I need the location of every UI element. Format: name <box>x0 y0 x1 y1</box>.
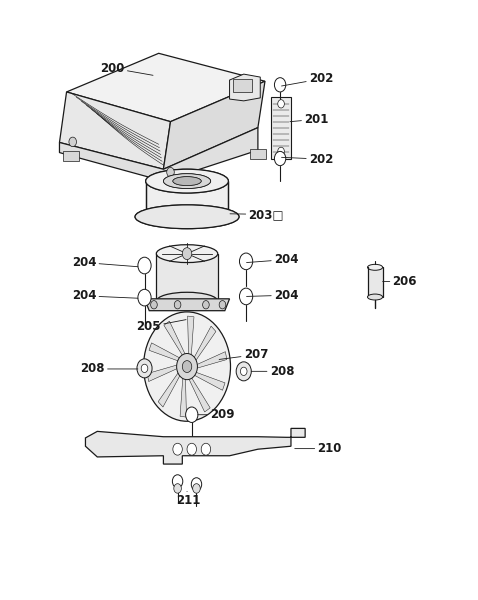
Circle shape <box>203 301 209 309</box>
FancyBboxPatch shape <box>63 151 79 161</box>
Ellipse shape <box>156 245 218 263</box>
Polygon shape <box>189 377 210 412</box>
Text: 206: 206 <box>382 275 417 288</box>
Polygon shape <box>229 74 260 101</box>
Circle shape <box>278 147 284 155</box>
Text: 210: 210 <box>295 442 342 455</box>
FancyBboxPatch shape <box>250 149 266 158</box>
Text: 200: 200 <box>100 62 153 76</box>
Circle shape <box>240 367 247 376</box>
Ellipse shape <box>368 265 382 270</box>
Polygon shape <box>144 299 229 311</box>
Ellipse shape <box>135 205 239 229</box>
Circle shape <box>69 137 76 146</box>
Ellipse shape <box>156 292 218 310</box>
Polygon shape <box>194 326 216 361</box>
Text: 204: 204 <box>72 256 138 269</box>
Circle shape <box>239 288 253 305</box>
Text: 201: 201 <box>290 113 328 126</box>
Circle shape <box>187 443 196 455</box>
Circle shape <box>138 289 151 306</box>
Ellipse shape <box>173 176 201 185</box>
Circle shape <box>151 301 157 309</box>
Circle shape <box>167 167 174 177</box>
Polygon shape <box>146 181 228 217</box>
Text: 205: 205 <box>137 320 186 333</box>
Text: 207: 207 <box>219 348 268 361</box>
Text: 209: 209 <box>198 408 234 421</box>
Polygon shape <box>194 372 225 390</box>
Polygon shape <box>368 268 382 297</box>
FancyBboxPatch shape <box>233 79 252 92</box>
Ellipse shape <box>146 169 228 193</box>
Circle shape <box>173 475 183 488</box>
Polygon shape <box>86 428 305 464</box>
Polygon shape <box>149 343 180 361</box>
Polygon shape <box>59 128 258 181</box>
Circle shape <box>219 301 226 309</box>
Ellipse shape <box>146 169 228 193</box>
FancyBboxPatch shape <box>160 180 176 190</box>
Polygon shape <box>180 377 186 417</box>
Polygon shape <box>66 53 265 122</box>
Circle shape <box>174 484 181 493</box>
Circle shape <box>239 253 253 269</box>
Polygon shape <box>156 254 218 301</box>
Circle shape <box>174 301 181 309</box>
Text: 211: 211 <box>176 491 200 508</box>
Circle shape <box>191 478 202 491</box>
Text: 204: 204 <box>72 289 138 302</box>
Text: 208: 208 <box>80 362 138 376</box>
Circle shape <box>177 353 197 380</box>
Polygon shape <box>187 316 194 356</box>
Polygon shape <box>147 365 178 382</box>
Circle shape <box>182 248 192 260</box>
Text: 202: 202 <box>282 152 333 166</box>
Circle shape <box>193 484 200 493</box>
Circle shape <box>278 100 284 108</box>
Ellipse shape <box>173 176 201 185</box>
Polygon shape <box>196 352 227 368</box>
Ellipse shape <box>163 173 211 188</box>
Polygon shape <box>59 92 171 169</box>
Polygon shape <box>163 81 265 169</box>
Ellipse shape <box>368 294 382 300</box>
Circle shape <box>137 359 152 378</box>
Text: 204: 204 <box>247 253 298 266</box>
Circle shape <box>182 361 192 373</box>
FancyBboxPatch shape <box>271 97 291 158</box>
Ellipse shape <box>135 205 239 229</box>
Text: 208: 208 <box>251 365 294 378</box>
Text: 202: 202 <box>282 73 333 86</box>
Circle shape <box>173 443 182 455</box>
Circle shape <box>141 364 148 373</box>
Circle shape <box>274 77 286 92</box>
Circle shape <box>201 443 211 455</box>
Circle shape <box>236 362 251 381</box>
Text: 203□: 203□ <box>230 208 284 221</box>
Circle shape <box>138 257 151 274</box>
Circle shape <box>143 312 230 421</box>
Circle shape <box>185 407 198 422</box>
Polygon shape <box>158 372 180 407</box>
Ellipse shape <box>163 173 211 188</box>
Circle shape <box>274 151 286 166</box>
Text: 204: 204 <box>247 289 298 302</box>
Polygon shape <box>164 321 185 356</box>
